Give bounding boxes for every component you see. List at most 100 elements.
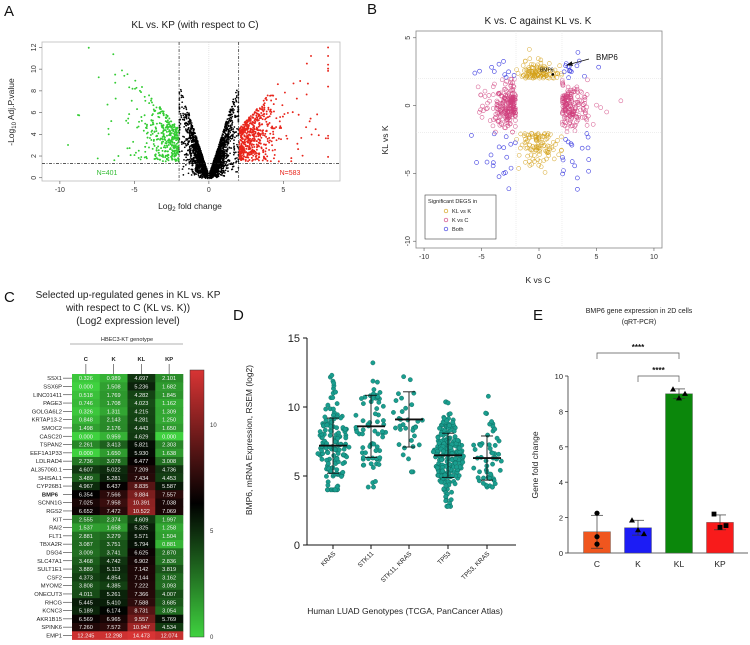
volcano-point-down [161,136,164,138]
point-kl-vs-k [520,63,526,68]
dot-point [393,398,399,403]
heatmap-cell-value: 4.967 [79,484,93,490]
volcano-point-ns [200,153,203,156]
dot-point [399,409,405,414]
volcano-point-up [255,148,258,151]
y-tick-label: 6 [31,111,38,115]
volcano-point-up [275,117,278,120]
volcano-point-down [154,126,157,129]
volcano-point-up [309,117,312,120]
heatmap-cell-value: 0.746 [79,401,93,407]
volcano-point-ns [222,167,225,170]
volcano-point-ns [220,170,223,173]
volcano-point-up [296,142,299,145]
volcano-point-down [110,120,113,123]
volcano-point-ns [199,150,202,152]
volcano-point-ns [190,168,193,171]
dot-point [336,430,341,436]
volcano-point-down [140,156,143,158]
dot-point [340,461,346,466]
volcano-point-up [281,104,284,107]
volcano-point-ns [181,101,184,104]
heatmap-cell-value: 3.008 [162,459,176,465]
volcano-point-up [250,144,253,147]
volcano-point-down [142,129,145,132]
volcano-point-down [166,114,169,117]
volcano-point-ns [185,139,187,142]
heatmap-cell-value: 9.557 [134,617,148,623]
volcano-point-down [117,155,120,157]
volcano-point-down [151,121,154,124]
volcano-point-down [171,123,174,126]
volcano-point-up [255,116,258,118]
volcano-point-up [267,108,270,111]
volcano-point-ns [229,111,232,114]
volcano-point-down [158,154,161,156]
volcano-point-down [153,144,156,147]
volcano-point-up [264,132,267,135]
dot-point [391,410,396,415]
volcano-point-down [157,115,160,118]
point-both [586,168,591,174]
volcano-point-ns [187,140,189,142]
volcano-point-ns [231,109,234,112]
dot-point [376,399,382,405]
volcano-point-up [300,136,303,139]
volcano-point-ns [185,124,188,127]
dot-point [325,461,331,466]
volcano-point-up [256,146,258,149]
volcano-point-down [153,109,156,112]
volcano-point-down [173,125,176,128]
volcano-point-ns [230,105,233,108]
point-both [511,73,517,78]
volcano-point-down [132,140,135,143]
volcano-point-up [261,118,264,121]
volcano-point-up [252,158,255,161]
volcano-point-ns [181,106,183,108]
volcano-point-up [266,137,269,140]
volcano-point-ns [232,130,234,133]
point-both [506,69,511,75]
volcano-point-down [164,150,167,152]
volcano-point-ns [187,137,189,140]
volcano-point-up [258,156,261,159]
volcano-point-ns [185,144,187,147]
volcano-point-up [243,125,246,128]
volcano-point-ns [215,151,218,154]
volcano-point-ns [230,126,232,128]
heatmap-cell-value: 1.650 [162,426,176,432]
volcano-point-down [150,130,153,133]
volcano-point-up [253,112,256,114]
volcano-point-up [256,119,259,122]
volcano-point-ns [226,127,228,130]
volcano-point-up [308,120,311,123]
volcano-point-ns [186,131,189,134]
volcano-point-ns [210,172,213,175]
volcano-points [67,46,330,180]
volcano-point-up [269,113,272,115]
volcano-point-ns [223,150,225,153]
heatmap-cell-value: 10.522 [133,509,150,515]
point-kl-vs-k [514,67,519,72]
volcano-point-ns [192,158,194,161]
heatmap-cell-value: 5.445 [79,600,93,606]
dot-point [368,461,374,467]
heatmap-cell-value: 7.025 [79,501,93,507]
volcano-point-ns [193,128,195,130]
volcano-point-up [248,153,251,156]
point-both [496,61,502,67]
dot-point [409,438,414,443]
volcano-point-ns [180,116,183,119]
volcano-point-up [241,133,244,136]
volcano-point-up [246,120,249,123]
volcano-point-ns [213,169,216,171]
volcano-point-up [268,148,271,151]
volcano-point-ns [180,114,182,117]
volcano-point-up [266,124,269,127]
heatmap-cell-value: 5.410 [107,600,121,606]
dot-point [375,419,380,425]
point-k-vs-c [513,124,518,129]
heatmap-cell-value: 4.011 [79,592,93,598]
volcano-point-up [272,103,275,106]
